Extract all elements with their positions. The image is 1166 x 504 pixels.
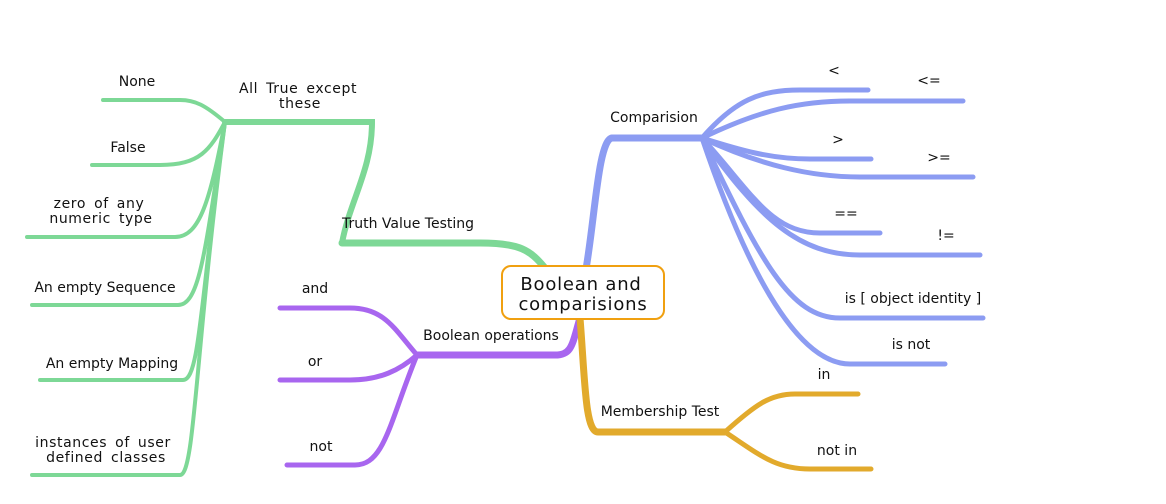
is-not-label: is not [892,337,931,353]
boolean-ops-branch: Boolean operations and or not [277,281,584,468]
comparision-branch: Comparision < <= > >= == != is [ object … [581,63,986,367]
edge-and [277,305,420,358]
edge-not-in [722,429,874,472]
defined-classes-label: defined classes [46,450,166,466]
membership-main-connector [576,314,729,436]
comparision-label: Comparision [610,110,698,126]
false-label: False [110,140,145,156]
edge-is-not [699,135,948,367]
membership-branch: Membership Test in not in [576,314,874,472]
edge-or [277,352,420,383]
or-label: or [308,354,323,370]
truth-branch: Truth Value Testing All True except thes… [25,74,549,477]
boolean-operations-label: Boolean operations [423,328,559,344]
truth-main-connector [338,239,549,272]
in-label: in [818,367,831,383]
gt-label: > [832,132,844,148]
truth-value-testing-label: Truth Value Testing [341,216,474,232]
central-topic-line1: Boolean and [520,274,641,295]
zero-of-any-label: zero of any [54,196,145,212]
all-true-except-label-line1: All True except [239,81,357,97]
edge-is [699,135,986,321]
not-in-label: not in [817,443,857,459]
membership-test-label: Membership Test [601,404,720,420]
all-true-except-label-line2: these [279,96,321,112]
edge-not [284,352,420,468]
edge-ne [699,135,983,258]
edge-empty-mapping [38,120,227,382]
instances-of-user-label: instances of user [35,435,171,451]
none-label: None [119,74,156,90]
numeric-type-label: numeric type [49,211,152,227]
central-topic-line2: comparisions [518,294,647,315]
lt-label: < [828,63,840,79]
edge-instances [30,120,227,477]
central-topic-box[interactable] [501,265,665,320]
and-label: and [302,281,328,297]
is-object-identity-label: is [ object identity ] [845,291,981,307]
edge-false [90,120,227,167]
not-label: not [310,439,333,455]
ge-label: >= [927,150,950,166]
central-topic[interactable]: Boolean and comparisions [501,265,665,320]
eq-label: == [834,206,857,222]
edge-ge [699,135,976,180]
edge-in [722,391,861,435]
comparision-main-connector [581,134,706,279]
le-label: <= [917,73,940,89]
truth-sub-connector [222,119,376,246]
ne-label: != [937,228,954,244]
edge-lt [699,87,871,141]
edge-le [699,98,966,141]
edge-none [101,98,227,124]
empty-mapping-label: An empty Mapping [46,356,178,372]
empty-sequence-label: An empty Sequence [34,280,175,296]
